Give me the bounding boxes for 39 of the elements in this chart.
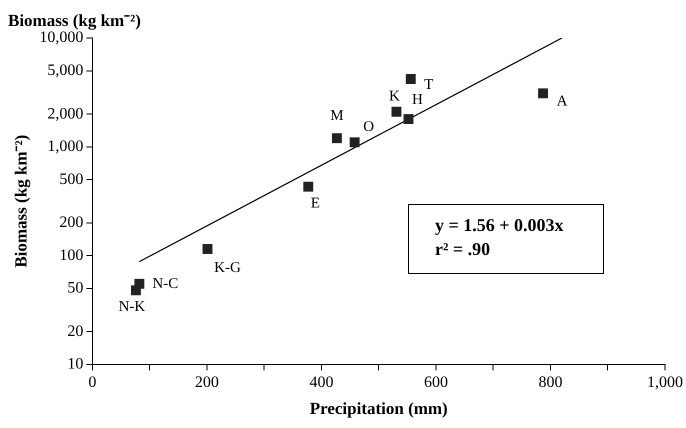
point [392, 106, 402, 117]
point [406, 74, 416, 84]
y-tick-label: 200 [59, 214, 84, 232]
annotation: H [412, 92, 424, 108]
annotation: N-C [152, 276, 178, 292]
y-tick-label: 10,000 [39, 29, 84, 46]
point [134, 278, 144, 289]
annotation: N-K [118, 299, 146, 316]
annotation: O [363, 119, 374, 136]
y-axis-title: Biomass (kg km⁻²) [12, 134, 31, 268]
y-tick-label: 2,000 [47, 105, 84, 122]
annotation: A [556, 93, 568, 110]
x-axis-title: Precipitation (mm) [310, 399, 448, 418]
annotation: E [310, 196, 320, 212]
y-tick-label: 10 [67, 356, 84, 373]
annotation: K [389, 88, 400, 105]
x-tick-label: 0 [88, 374, 96, 392]
annotation: K-G [214, 260, 241, 276]
x-tick-label: 200 [194, 374, 219, 392]
y-tick-label: 500 [59, 170, 84, 188]
point [303, 182, 314, 192]
x-tick-label: 600 [424, 374, 448, 392]
y-tick-label: 20 [67, 322, 84, 340]
point [332, 133, 342, 144]
point [404, 114, 414, 124]
y-tick-label: 1,000 [47, 138, 84, 156]
annotation: T [424, 76, 434, 93]
annotation: M [330, 108, 344, 124]
point [350, 137, 360, 148]
x-tick-label: 1,000 [647, 374, 683, 392]
chart-title: Biomass (kg km⁻²) [8, 10, 141, 31]
point [538, 88, 548, 98]
x-tick-label: 400 [309, 374, 334, 392]
x-tick-label: 800 [538, 374, 562, 392]
equation-box: y = 1.56 + 0.003x r² = .90 [408, 204, 604, 274]
y-tick-label: 50 [67, 280, 84, 297]
y-tick-label: 100 [59, 246, 84, 264]
y-tick-label: 5,000 [47, 62, 84, 79]
point [202, 244, 212, 254]
